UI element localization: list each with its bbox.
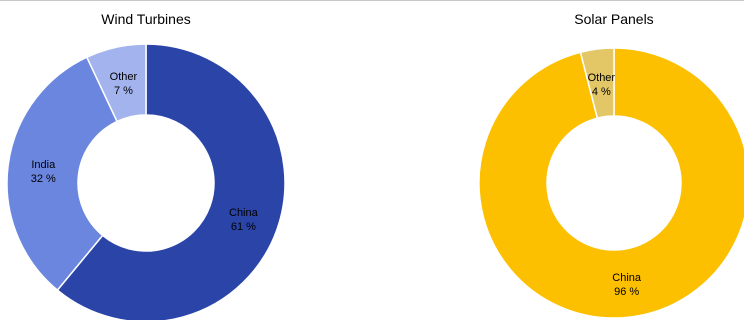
chart-title-solar-panels: Solar Panels xyxy=(574,11,653,27)
solar-panels-slices xyxy=(478,47,744,319)
wind-turbines-label-other: Other xyxy=(110,71,138,83)
wind-turbines-slice-other xyxy=(86,43,147,123)
solar-panels-slice-other xyxy=(579,47,615,119)
wind-turbines-value-india: 32 % xyxy=(31,173,56,185)
solar-panels-label-china: China xyxy=(612,272,642,284)
solar-panels-labels: China 96 % Other 4 % xyxy=(588,72,642,298)
wind-turbines-donut: Wind Turbines China 61 % India 32 % Other 7 % xyxy=(6,11,286,320)
wind-turbines-label-india: India xyxy=(31,159,56,171)
chart-title-wind-turbines: Wind Turbines xyxy=(101,11,190,27)
wind-turbines-slice-india xyxy=(6,56,118,291)
solar-panels-donut: Solar Panels China 96 % Other 4 % xyxy=(478,11,744,319)
wind-turbines-label-china: China xyxy=(229,207,259,219)
wind-turbines-value-other: 7 % xyxy=(114,85,133,97)
wind-turbines-slice-china xyxy=(56,43,286,320)
wind-turbines-value-china: 61 % xyxy=(231,221,256,233)
solar-panels-value-other: 4 % xyxy=(592,86,611,98)
solar-panels-slice-china xyxy=(478,47,744,319)
solar-panels-label-other: Other xyxy=(588,72,616,84)
top-divider xyxy=(0,0,744,1)
solar-panels-value-china: 96 % xyxy=(614,286,639,298)
wind-turbines-labels: China 61 % India 32 % Other 7 % xyxy=(31,71,259,233)
wind-turbines-slices xyxy=(6,43,286,320)
